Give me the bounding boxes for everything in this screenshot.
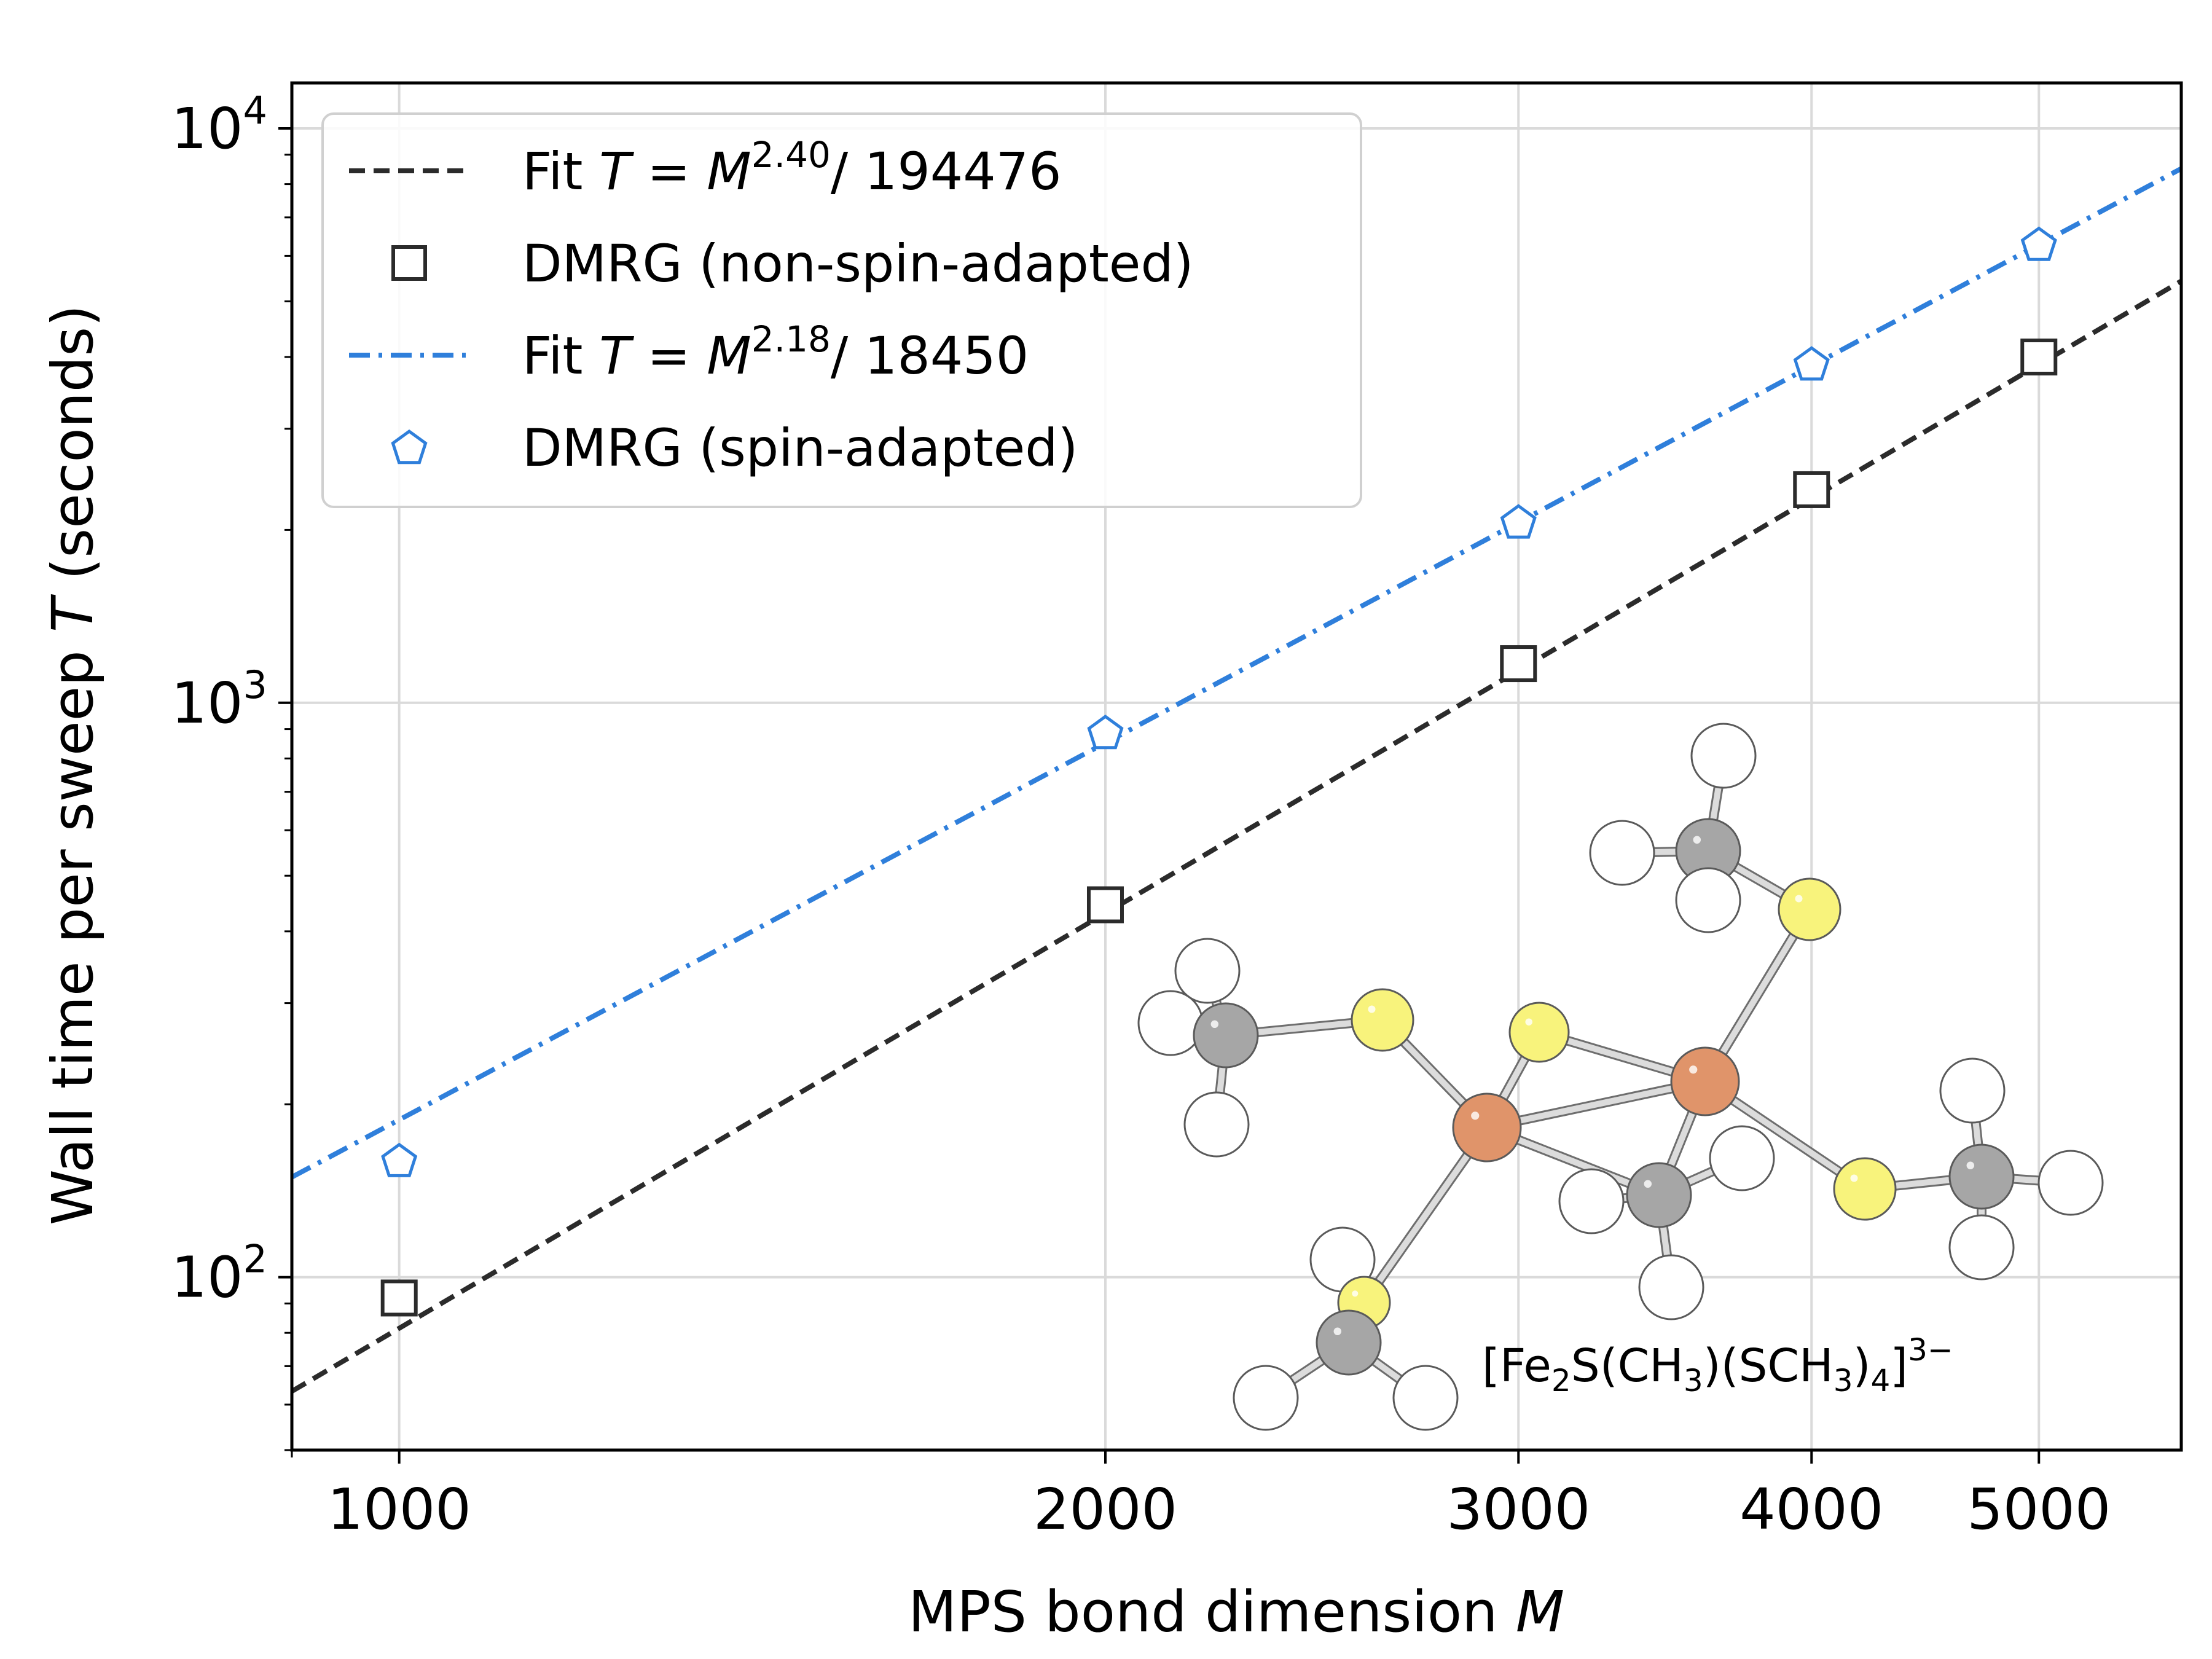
atom-highlight (1155, 1008, 1164, 1016)
molecule-illustration (1137, 723, 2104, 1431)
hydrogen-atom (1948, 1214, 2015, 1281)
hydrogen-atom (1233, 1365, 1299, 1431)
sulfur-atom (1351, 988, 1414, 1052)
hydrogen-atom (1675, 867, 1741, 933)
atom-highlight (1410, 1382, 1419, 1391)
atom-highlight (1201, 1109, 1210, 1118)
x-tick-label: 4000 (1739, 1477, 1883, 1542)
data-point-pentagon (381, 1142, 418, 1177)
legend-box (321, 112, 1362, 508)
molecule-bond (1484, 1078, 1708, 1131)
hydrogen-atom (2037, 1150, 2104, 1216)
atom-highlight (1966, 1232, 1975, 1241)
x-axis-label: MPS bond dimension M (908, 1579, 1564, 1645)
atom-highlight (1693, 836, 1701, 844)
atom-highlight (1327, 1244, 1336, 1253)
hydrogen-atom (1709, 1125, 1775, 1191)
legend: Fit T = M2.40/ 194476 DMRG (non-spin-ada… (321, 112, 1362, 508)
legend-label-fit-spin: Fit T = M2.18/ 18450 (522, 318, 1029, 386)
molecule-atoms (1137, 723, 2104, 1431)
hydrogen-atom (1392, 1365, 1459, 1431)
legend-marker-square (391, 245, 427, 281)
data-point-pentagon (1500, 504, 1537, 539)
x-tick-label: 3000 (1446, 1477, 1590, 1542)
atom-highlight (1708, 740, 1717, 749)
formula-annotation: [Fe2S(CH3)(SCH3)4]3− (1482, 1332, 1953, 1398)
atom-highlight (1689, 1065, 1698, 1074)
x-tick-label: 2000 (1033, 1477, 1177, 1542)
axis-ticks: 1000 2000 3000 4000 5000 102 103 104 (171, 88, 2111, 1542)
fit-line (290, 278, 2183, 1394)
atom-highlight (1250, 1382, 1259, 1391)
legend-label-spin: DMRG (spin-adapted) (522, 418, 1078, 478)
hydrogen-atom (1690, 723, 1757, 789)
atom-highlight (1576, 1186, 1585, 1194)
iron-atom (1670, 1046, 1740, 1116)
atom-highlight (1192, 955, 1201, 964)
carbon-atom (1948, 1143, 2015, 1210)
hydrogen-atom (1638, 1254, 1704, 1320)
atom-highlight (1727, 1143, 1735, 1151)
carbon-atom (1316, 1309, 1382, 1376)
data-point-pentagon (1087, 715, 1124, 750)
data-point-square (1086, 886, 1124, 924)
data-point-pentagon (1793, 346, 1830, 381)
data-point-pentagon (2020, 226, 2057, 261)
atom-highlight (1210, 1020, 1219, 1029)
atom-highlight (1333, 1327, 1342, 1336)
carbon-atom (1626, 1162, 1692, 1228)
y-tick-label: 103 (171, 662, 267, 736)
atom-highlight (1471, 1112, 1480, 1120)
atom-highlight (1850, 1174, 1858, 1182)
legend-label-fit-nonspin: Fit T = M2.40/ 194476 (522, 134, 1062, 202)
data-point-square (380, 1279, 418, 1317)
sulfur-atom (1778, 877, 1841, 941)
y-axis-label: Wall time per sweep T (seconds) (40, 305, 106, 1225)
molecule-bond (1361, 1124, 1490, 1306)
fit-lines (290, 166, 2183, 1394)
hydrogen-atom (1183, 1091, 1250, 1158)
y-tick-label: 104 (171, 88, 267, 162)
sulfur-atom (1508, 1002, 1570, 1063)
atom-highlight (1966, 1161, 1975, 1170)
atom-highlight (1693, 885, 1701, 893)
data-point-square (2020, 339, 2058, 376)
atom-highlight (1368, 1005, 1376, 1013)
y-tick-label: 102 (171, 1237, 267, 1311)
sulfur-atom (1833, 1157, 1897, 1221)
plot-frame (290, 81, 2183, 1452)
legend-marker-pentagon (391, 429, 428, 465)
hydrogen-atom (1939, 1057, 2006, 1124)
atom-highlight (1525, 1018, 1532, 1026)
legend-label-nonspin: DMRG (non-spin-adapted) (522, 233, 1194, 294)
hydrogen-atom (1558, 1168, 1625, 1234)
fit-line (291, 166, 2183, 1180)
atom-highlight (1607, 837, 1615, 846)
x-tick-label: 1000 (327, 1477, 471, 1542)
atom-highlight (1352, 1290, 1359, 1297)
data-markers (380, 226, 2058, 1317)
data-point-square (1500, 645, 1537, 683)
hydrogen-atom (1174, 938, 1241, 1004)
x-tick-label: 5000 (1967, 1477, 2111, 1542)
atom-highlight (1644, 1180, 1652, 1188)
atom-highlight (1795, 895, 1803, 903)
atom-highlight (1656, 1272, 1665, 1281)
iron-atom (1452, 1092, 1522, 1163)
atom-highlight (1957, 1075, 1966, 1084)
hydrogen-atom (1137, 990, 1204, 1056)
atom-highlight (2055, 1167, 2064, 1176)
data-point-square (1793, 471, 1830, 508)
carbon-atom (1193, 1002, 1259, 1069)
hydrogen-atom (1589, 820, 1655, 886)
